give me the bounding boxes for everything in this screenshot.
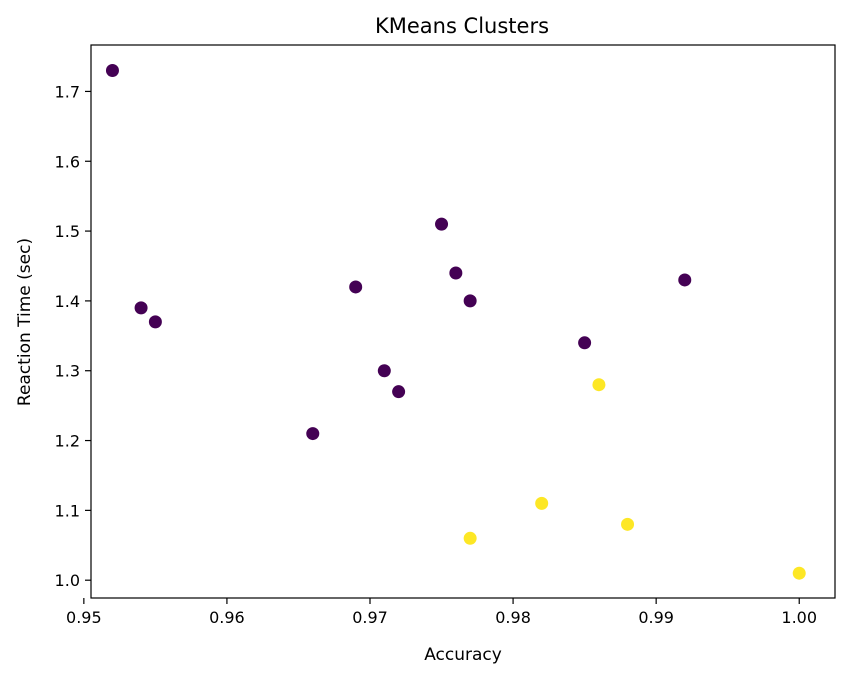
- scatter-point: [678, 273, 692, 287]
- y-tick-label: 1.6: [55, 152, 80, 171]
- scatter-point: [792, 566, 806, 580]
- y-tick-label: 1.4: [55, 292, 80, 311]
- y-axis-label: Reaction Time (sec): [15, 238, 35, 406]
- x-tick-label: 0.95: [66, 608, 102, 627]
- scatter-point: [535, 496, 549, 510]
- chart-title: KMeans Clusters: [375, 14, 549, 38]
- x-tick-label: 0.99: [638, 608, 674, 627]
- scatter-point: [134, 301, 148, 315]
- x-tick-label: 0.96: [209, 608, 245, 627]
- scatter-point: [621, 517, 635, 531]
- scatter-point: [463, 531, 477, 545]
- x-tick-label: 0.97: [352, 608, 388, 627]
- y-axis-ticks: 1.0 1.1 1.2 1.3 1.4 1.5 1.6 1.7: [55, 82, 91, 590]
- scatter-point: [148, 315, 162, 329]
- plot-frame: [90, 44, 836, 599]
- data-points: [105, 63, 806, 580]
- y-tick-label: 1.3: [55, 362, 80, 381]
- scatter-point: [349, 280, 363, 294]
- x-tick-label: 0.98: [495, 608, 531, 627]
- y-tick-label: 1.0: [55, 571, 80, 590]
- y-tick-label: 1.5: [55, 222, 80, 241]
- scatter-point: [463, 294, 477, 308]
- x-tick-label: 1.00: [781, 608, 817, 627]
- y-tick-label: 1.1: [55, 501, 80, 520]
- scatter-point: [578, 336, 592, 350]
- scatter-point: [392, 385, 406, 399]
- x-axis-label: Accuracy: [424, 645, 502, 665]
- scatter-point: [435, 217, 449, 231]
- scatter-point: [377, 364, 391, 378]
- scatter-point: [105, 63, 119, 77]
- scatter-point: [306, 427, 320, 441]
- y-tick-label: 1.2: [55, 432, 80, 451]
- y-tick-label: 1.7: [55, 82, 80, 101]
- scatter-point: [449, 266, 463, 280]
- scatter-point: [592, 378, 606, 392]
- x-axis-ticks: 0.95 0.96 0.97 0.98 0.99 1.00: [66, 598, 817, 627]
